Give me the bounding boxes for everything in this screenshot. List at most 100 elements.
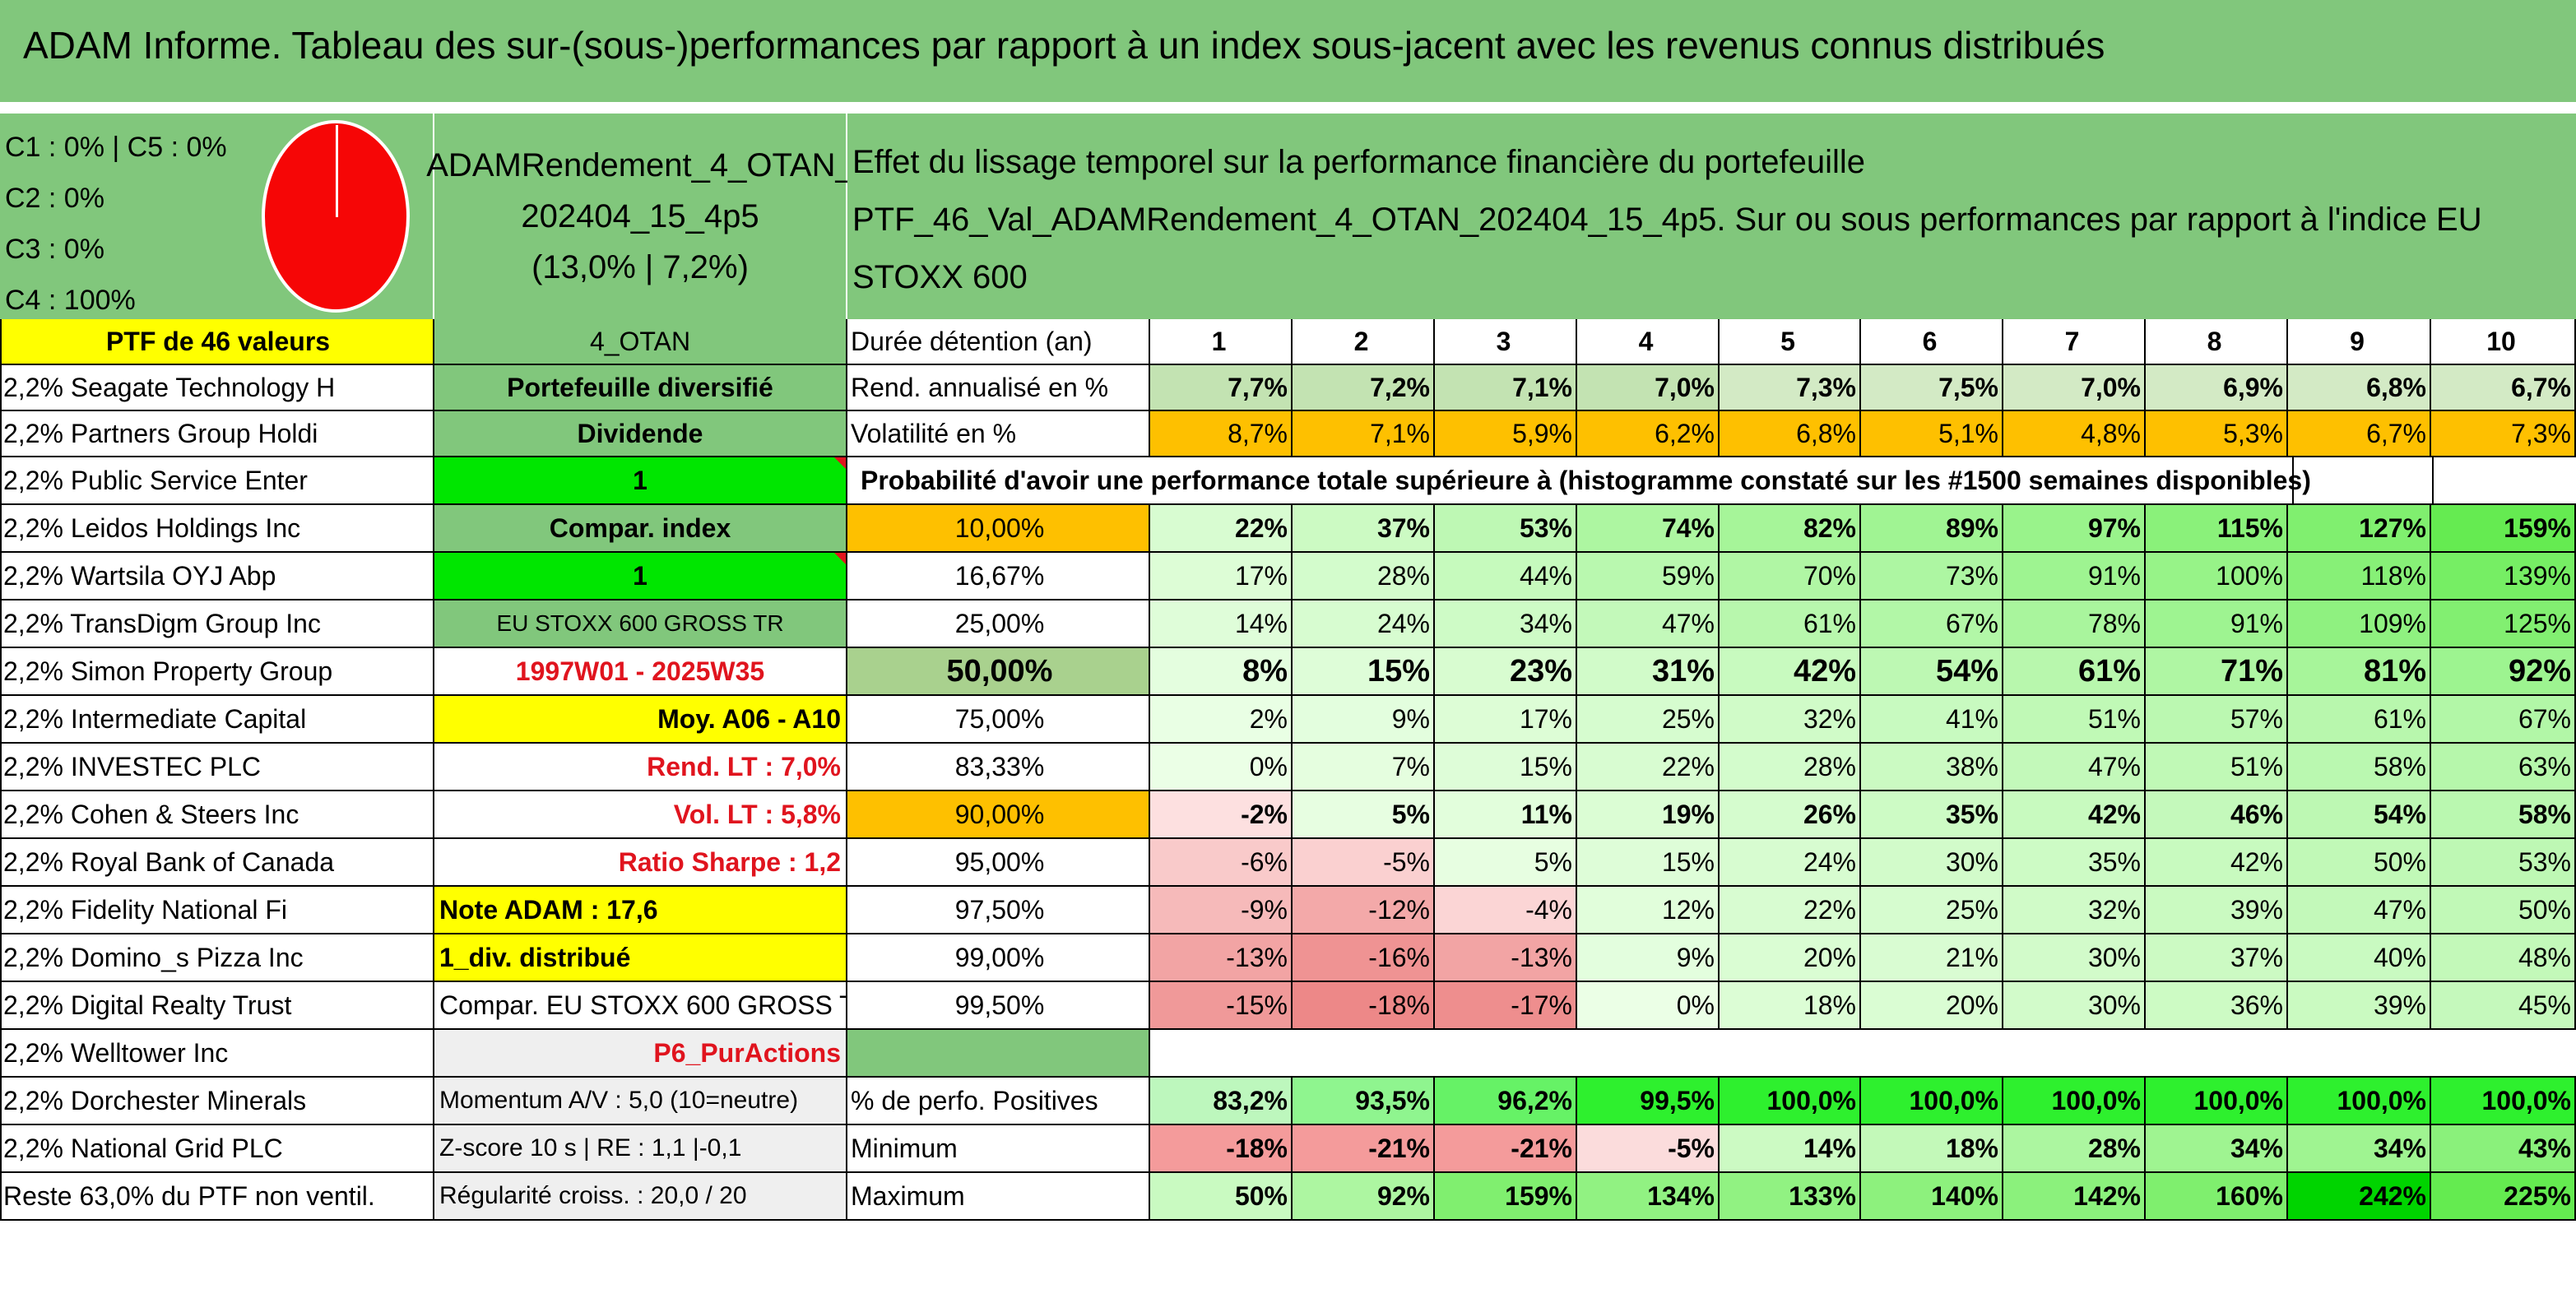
percentile-value: 61%	[1720, 600, 1861, 648]
percentile-value: 97%	[2003, 505, 2146, 553]
empty-cell	[2432, 457, 2576, 505]
title-strip	[0, 102, 2576, 114]
percentile-value: 9%	[1577, 934, 1720, 982]
percentile-value: 51%	[2146, 744, 2288, 791]
holding-item: 2,2% Seagate Technology H	[0, 365, 434, 411]
percentile-value: 18%	[1720, 982, 1861, 1030]
percentile-label: 16,67%	[847, 553, 1150, 600]
percentile-value: 24%	[1293, 600, 1435, 648]
report-title: ADAM Informe. Tableau des sur-(sous-)per…	[23, 24, 2105, 67]
percentile-value: 19%	[1577, 791, 1720, 839]
percentile-value: 28%	[1720, 744, 1861, 791]
percentile-value: 38%	[1861, 744, 2003, 791]
percentile-value: -13%	[1435, 934, 1577, 982]
volatility-value: 8,7%	[1150, 411, 1293, 457]
percentile-value: 159%	[2431, 505, 2576, 553]
index-info-cell: EU STOXX 600 GROSS TR	[434, 600, 847, 648]
percentile-value: 17%	[1150, 553, 1293, 600]
percentile-value: 50%	[2288, 839, 2431, 887]
year-header: 8	[2146, 319, 2288, 365]
description-panel: Effet du lissage temporel sur la perform…	[847, 114, 2576, 353]
positive-perf-value: 93,5%	[1293, 1078, 1435, 1125]
percentile-label: 99,00%	[847, 934, 1150, 982]
portfolio-theme-label: 4_OTAN	[434, 319, 847, 365]
comment-marker	[834, 457, 846, 469]
percentile-value: 51%	[2003, 696, 2146, 744]
comment-marker	[834, 553, 846, 564]
percentile-value: 39%	[2146, 887, 2288, 934]
year-header: 2	[1293, 319, 1435, 365]
volatility-value: 6,7%	[2288, 411, 2431, 457]
percentile-label: 97,50%	[847, 887, 1150, 934]
holding-item: 2,2% Intermediate Capital	[0, 696, 434, 744]
percentile-row: 2,2% Fidelity National Fi Note ADAM : 17,…	[0, 887, 2576, 934]
percentile-value: 20%	[1720, 934, 1861, 982]
header-row: PTF de 46 valeurs 4_OTAN Durée détention (…	[0, 319, 2576, 365]
minimum-value: 34%	[2146, 1125, 2288, 1173]
positive-perf-value: 96,2%	[1435, 1078, 1577, 1125]
percentile-value: 46%	[2146, 791, 2288, 839]
percentile-value: 30%	[1861, 839, 2003, 887]
year-header: 3	[1435, 319, 1577, 365]
portfolio-name-line: ADAMRendement_4_OTAN_	[426, 147, 854, 183]
percentile-value: 37%	[2146, 934, 2288, 982]
percentile-label: 50,00%	[847, 648, 1150, 696]
percentile-value: -9%	[1150, 887, 1293, 934]
year-header: 6	[1861, 319, 2003, 365]
annualized-return-value: 7,1%	[1435, 365, 1577, 411]
minimum-value: 28%	[2003, 1125, 2146, 1173]
portfolio-name-panel: ADAMRendement_4_OTAN_ 202404_15_4p5 (13,…	[426, 114, 854, 319]
holding-item: 2,2% Dorchester Minerals	[0, 1078, 434, 1125]
holding-item: 2,2% Domino_s Pizza Inc	[0, 934, 434, 982]
annualized-return-value: 7,0%	[2003, 365, 2146, 411]
maximum-value: 160%	[2146, 1173, 2288, 1221]
annualized-return-value: 7,2%	[1293, 365, 1435, 411]
percentile-row: 2,2% Simon Property Group 1997W01 - 2025W…	[0, 648, 2576, 696]
holding-item: 2,2% INVESTEC PLC	[0, 744, 434, 791]
positive-perf-value: 83,2%	[1150, 1078, 1293, 1125]
index-info-cell: Moy. A06 - A10	[434, 696, 847, 744]
positive-performance-row: 2,2% Dorchester Minerals Momentum A/V : 5…	[0, 1078, 2576, 1125]
percentile-value: 21%	[1861, 934, 2003, 982]
percentile-value: 82%	[1720, 505, 1861, 553]
percentile-value: 67%	[2431, 696, 2576, 744]
percentile-value: 0%	[1150, 744, 1293, 791]
percentile-value: 91%	[2146, 600, 2288, 648]
annualized-return-value: 7,0%	[1577, 365, 1720, 411]
holding-item: Reste 63,0% du PTF non ventil.	[0, 1173, 434, 1221]
index-info-cell: Ratio Sharpe : 1,2	[434, 839, 847, 887]
percentile-row: 2,2% Leidos Holdings Inc Compar. index 10,…	[0, 505, 2576, 553]
minimum-row: 2,2% National Grid PLC Z-score 10 s | RE …	[0, 1125, 2576, 1173]
minimum-value: 14%	[1720, 1125, 1861, 1173]
description-line: Effet du lissage temporel sur la perform…	[852, 144, 1866, 180]
positive-perf-value: 100,0%	[1720, 1078, 1861, 1125]
year-header: 9	[2288, 319, 2431, 365]
probability-note: Probabilité d'avoir une performance tota…	[847, 457, 2311, 505]
maximum-row: Reste 63,0% du PTF non ventil. Régularité…	[0, 1173, 2576, 1221]
year-header: 4	[1577, 319, 1720, 365]
volatility-value: 7,3%	[2431, 411, 2576, 457]
percentile-value: 81%	[2288, 648, 2431, 696]
percentile-value: 91%	[2003, 553, 2146, 600]
report-title-bar: ADAM Informe. Tableau des sur-(sous-)per…	[0, 0, 2576, 102]
percentile-value: 47%	[2288, 887, 2431, 934]
percentile-label: 25,00%	[847, 600, 1150, 648]
index-info-cell: Rend. LT : 7,0%	[434, 744, 847, 791]
volatility-value: 5,1%	[1861, 411, 2003, 457]
percentile-row: 2,2% INVESTEC PLC Rend. LT : 7,0% 83,33% 0%…	[0, 744, 2576, 791]
percentile-value: 15%	[1577, 839, 1720, 887]
percentile-value: 39%	[2288, 982, 2431, 1030]
maximum-value: 142%	[2003, 1173, 2146, 1221]
index-info-cell: 1	[434, 553, 847, 600]
percentile-value: 53%	[1435, 505, 1577, 553]
portfolio-return-vol: (13,0% | 7,2%)	[531, 249, 749, 285]
annualized-return-value: 7,7%	[1150, 365, 1293, 411]
percentile-row: 2,2% Wartsila OYJ Abp 1 16,67% 17% 28% 44% 59%…	[0, 553, 2576, 600]
holding-item: 2,2% Wartsila OYJ Abp	[0, 553, 434, 600]
percentile-value: 28%	[1293, 553, 1435, 600]
holding-item: 2,2% Leidos Holdings Inc	[0, 505, 434, 553]
pie-slice-divider	[336, 125, 338, 217]
volatility-label: Volatilité en %	[847, 411, 1150, 457]
percentile-value: -17%	[1435, 982, 1577, 1030]
percentile-value: 23%	[1435, 648, 1577, 696]
